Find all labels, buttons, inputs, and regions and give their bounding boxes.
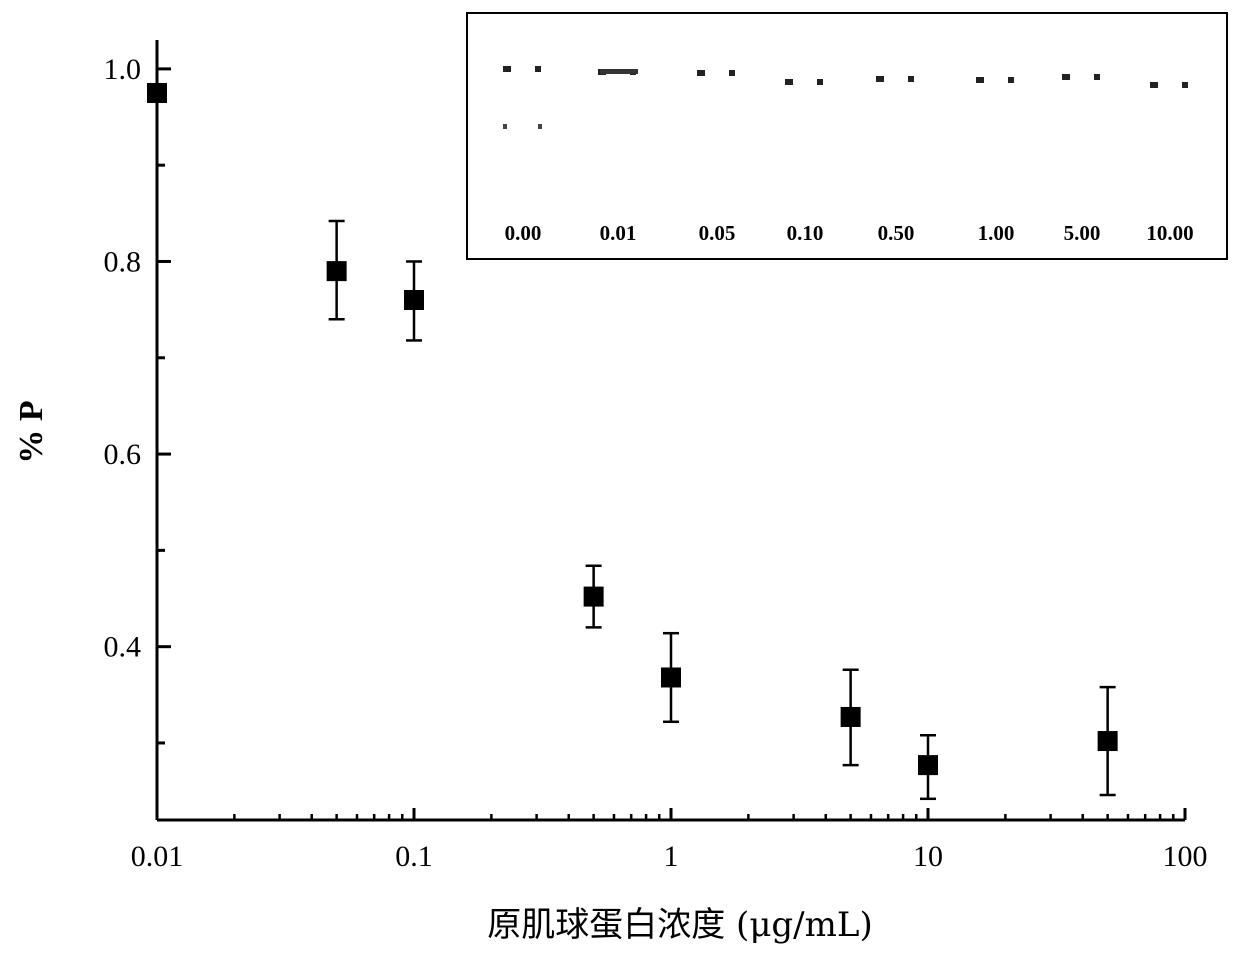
- inset-frame: [466, 12, 1228, 260]
- gel-band: [1150, 82, 1188, 88]
- point-marker: [918, 755, 938, 776]
- band-mark: [535, 66, 541, 72]
- gel-band: [503, 66, 541, 72]
- data-point: [326, 219, 347, 321]
- x-tick-label: 10: [913, 840, 943, 873]
- band-mark: [1182, 82, 1188, 88]
- y-tick-label: 1.0: [104, 53, 142, 86]
- gel-band: [785, 79, 823, 85]
- band-mark: [600, 69, 638, 74]
- data-point: [918, 734, 938, 801]
- band-mark: [1062, 74, 1070, 80]
- inset-lane-label: 1.00: [978, 221, 1015, 245]
- data-points: [147, 82, 1118, 801]
- point-marker: [661, 667, 681, 688]
- point-marker: [840, 706, 861, 727]
- inset-lane-label: 0.01: [600, 221, 637, 245]
- x-axis-ticks: 0.01 0.1 1 10 100: [131, 808, 1208, 873]
- inset-lane-label: 0.00: [505, 221, 542, 245]
- point-marker: [326, 261, 347, 282]
- gel-band: [697, 70, 735, 76]
- x-tick-label: 0.1: [395, 840, 433, 873]
- data-point: [661, 631, 681, 724]
- x-tick-label: 1: [664, 840, 679, 873]
- gel-band: [1062, 74, 1100, 80]
- band-mark: [503, 124, 507, 129]
- gel-inset: 0.00 0.01 0.05 0.10 0.50 1.00 5.00 10.00: [466, 12, 1228, 260]
- band-mark: [817, 79, 823, 85]
- point-marker: [404, 290, 424, 310]
- x-tick-label: 100: [1163, 840, 1208, 873]
- point-marker: [583, 586, 604, 607]
- y-tick-label: 0.6: [104, 438, 142, 471]
- band-mark: [697, 70, 705, 76]
- data-point: [147, 82, 167, 103]
- gel-band: [976, 77, 1014, 83]
- point-marker: [1097, 731, 1118, 752]
- band-mark: [1094, 74, 1100, 80]
- data-point: [583, 564, 604, 629]
- band-mark: [876, 76, 884, 82]
- data-point: [1097, 685, 1118, 797]
- band-mark: [1150, 82, 1158, 88]
- y-tick-label: 0.4: [104, 631, 142, 664]
- inset-lane-label: 0.50: [878, 221, 915, 245]
- band-mark: [729, 70, 735, 76]
- band-mark: [1008, 77, 1014, 83]
- inset-lane-label: 0.05: [699, 221, 736, 245]
- inset-lane-label: 10.00: [1146, 221, 1193, 245]
- gel-band: [598, 69, 638, 75]
- data-point: [840, 668, 861, 767]
- y-axis-ticks: 0.4 0.6 0.8 1.0: [104, 53, 171, 745]
- point-marker: [147, 82, 167, 103]
- x-tick-label: 0.01: [131, 840, 184, 873]
- band-mark: [908, 76, 914, 82]
- inset-lane-label: 5.00: [1064, 221, 1101, 245]
- x-axis-label: 原肌球蛋白浓度 (μg/mL): [487, 905, 872, 945]
- data-point: [404, 260, 424, 342]
- inset-lane-label: 0.10: [787, 221, 824, 245]
- gel-band: [876, 76, 914, 82]
- band-mark: [785, 79, 793, 85]
- band-mark: [503, 66, 511, 72]
- y-axis-label: % P: [13, 400, 50, 463]
- y-tick-label: 0.8: [104, 245, 142, 278]
- band-mark: [976, 77, 984, 83]
- band-mark: [538, 124, 542, 129]
